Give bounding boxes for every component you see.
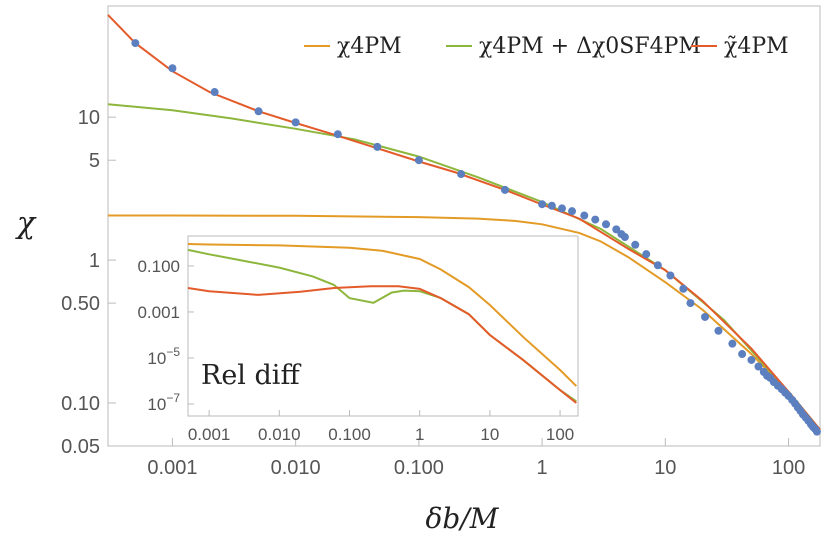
inset-y-tick-label: 10−7: [147, 391, 180, 414]
data-point: [812, 427, 821, 436]
x-tick-label: 0.010: [271, 457, 321, 479]
inset-y-tick-exponent: −7: [166, 391, 180, 405]
inset-frame: [187, 235, 579, 417]
y-tick-label: 10: [78, 107, 100, 129]
inset-y-tick-label: 10−5: [147, 345, 180, 368]
data-point: [131, 39, 140, 48]
y-tick-label: 1: [89, 250, 100, 272]
legend: χ4PM χ4PM + Δχ0SF4PM χ̃4PM: [304, 34, 789, 59]
data-point: [642, 250, 651, 259]
series-line-1: [107, 103, 821, 431]
data-point: [254, 107, 263, 116]
x-tick-label: 0.001: [147, 457, 197, 479]
inset-series-line-0: [187, 243, 578, 387]
main-series: [107, 14, 821, 436]
inset-x-tick-label: 1: [415, 425, 424, 444]
inset-x-tick-label: 0.100: [328, 425, 371, 444]
inset-y-tick-base: 10: [147, 395, 166, 414]
data-point: [714, 326, 723, 335]
data-point: [747, 355, 756, 364]
main-frame: [107, 5, 821, 447]
data-point: [653, 261, 662, 270]
data-point: [210, 88, 219, 97]
data-point: [568, 207, 577, 216]
data-point: [557, 204, 566, 213]
main-ticks: 0.001 0.010 0.100 1 10 100 0.05 0.10 0.50 1 5 10: [61, 107, 805, 479]
inset-y-tick-base: 10: [147, 349, 166, 368]
y-tick-label: 0.50: [61, 293, 100, 315]
inset-x-tick-label: 10: [480, 425, 499, 444]
data-point: [701, 312, 710, 321]
x-tick-label: 10: [654, 457, 676, 479]
inset-title: Rel diff: [201, 360, 301, 391]
inset-series-line-2: [187, 285, 577, 404]
inset-y-tick-label: 0.100: [137, 257, 180, 276]
data-point: [333, 130, 342, 139]
x-tick-label: 100: [772, 457, 805, 479]
data-point: [601, 220, 610, 229]
inset-series: [187, 243, 578, 404]
y-tick-label: 0.10: [61, 393, 100, 415]
legend-label-chi4pm-plus-sf: χ4PM + Δχ0SF4PM: [479, 34, 701, 59]
x-axis-label: δb/M: [426, 502, 500, 535]
inset-x-tick-label: 100: [546, 425, 574, 444]
inset-plot: 0.001 0.010 0.100 1 10 1000.1000.00110−510−7 …: [137, 235, 579, 444]
x-tick-label: 1: [537, 457, 548, 479]
inset-y-tick-exponent: −5: [166, 345, 180, 359]
series-line-2: [107, 14, 821, 431]
y-axis-label: χ: [15, 206, 37, 241]
legend-label-chi-tilde: χ̃4PM: [724, 34, 789, 59]
data-point: [591, 215, 600, 224]
series-line-0: [108, 214, 821, 431]
data-point: [373, 142, 382, 151]
inset-y-tick-label: 0.001: [137, 303, 180, 322]
data-point: [580, 211, 589, 220]
data-point: [457, 170, 466, 179]
y-tick-label: 5: [89, 150, 100, 172]
data-point: [538, 200, 547, 209]
y-tick-label: 0.05: [61, 436, 100, 458]
data-point: [631, 240, 640, 249]
data-point: [291, 118, 300, 127]
main-plot: 0.001 0.010 0.100 1 10 100 0.05 0.10 0.50 1 5 10 δb…: [15, 5, 821, 535]
data-point: [612, 225, 621, 234]
data-point: [168, 64, 177, 73]
data-point: [728, 339, 737, 348]
data-point: [738, 350, 747, 359]
inset-x-tick-label: 0.001: [188, 425, 231, 444]
data-point: [501, 185, 510, 194]
data-point: [686, 299, 695, 308]
data-point: [547, 201, 556, 210]
data-point: [666, 271, 675, 280]
legend-label-chi4pm: χ4PM: [337, 34, 402, 59]
data-point: [679, 284, 688, 293]
x-tick-label: 0.100: [394, 457, 444, 479]
data-point: [754, 362, 763, 371]
data-point: [620, 233, 629, 242]
data-point: [414, 156, 423, 165]
inset-x-tick-label: 0.010: [258, 425, 301, 444]
